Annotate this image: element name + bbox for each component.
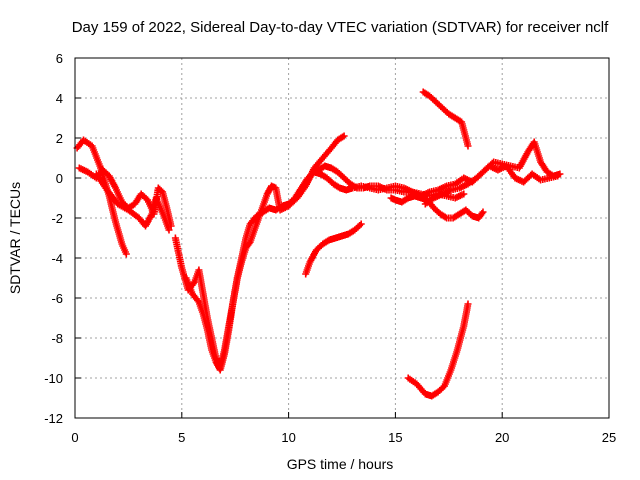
y-axis-label: SDTVAR / TECUs bbox=[7, 182, 23, 294]
series-track-b bbox=[75, 164, 175, 230]
chart-title: Day 159 of 2022, Sidereal Day-to-day VTE… bbox=[72, 19, 609, 36]
x-axis-label: GPS time / hours bbox=[287, 456, 394, 472]
y-tick-label: 6 bbox=[56, 51, 63, 66]
y-tick-label: -6 bbox=[51, 291, 63, 306]
series-markers bbox=[302, 220, 365, 278]
x-tick-label: 5 bbox=[178, 430, 185, 445]
series-track-c bbox=[92, 170, 173, 234]
y-tick-label: -12 bbox=[44, 411, 63, 426]
y-tick-label: -8 bbox=[51, 331, 63, 346]
series-markers bbox=[75, 164, 175, 230]
x-tick-label: 25 bbox=[602, 430, 616, 445]
data-marks bbox=[73, 88, 564, 400]
series-track-h bbox=[419, 88, 472, 150]
series-markers bbox=[387, 192, 487, 222]
y-tick-label: -10 bbox=[44, 371, 63, 386]
x-tick-label: 15 bbox=[388, 430, 402, 445]
y-tick-label: 0 bbox=[56, 171, 63, 186]
x-tick-label: 20 bbox=[495, 430, 509, 445]
y-tick-label: 2 bbox=[56, 131, 63, 146]
series-track-i bbox=[404, 300, 472, 400]
series-markers bbox=[404, 300, 472, 400]
series-track-j bbox=[387, 192, 487, 222]
series-markers bbox=[421, 138, 564, 208]
grid-lines bbox=[75, 58, 609, 418]
y-tick-label: 4 bbox=[56, 91, 63, 106]
series-track-g bbox=[302, 220, 365, 278]
x-tick-label: 10 bbox=[281, 430, 295, 445]
plot-frame bbox=[74, 57, 610, 419]
axis-ticks: 0 5 10 15 20 25 -12 -10 -8 -6 -4 -2 0 2 4 6 bbox=[44, 51, 616, 445]
series-track-k bbox=[421, 138, 564, 208]
x-tick-label: 0 bbox=[71, 430, 78, 445]
y-tick-label: -4 bbox=[51, 251, 63, 266]
y-tick-label: -2 bbox=[51, 211, 63, 226]
series-markers bbox=[419, 88, 472, 150]
series-markers bbox=[92, 170, 173, 234]
